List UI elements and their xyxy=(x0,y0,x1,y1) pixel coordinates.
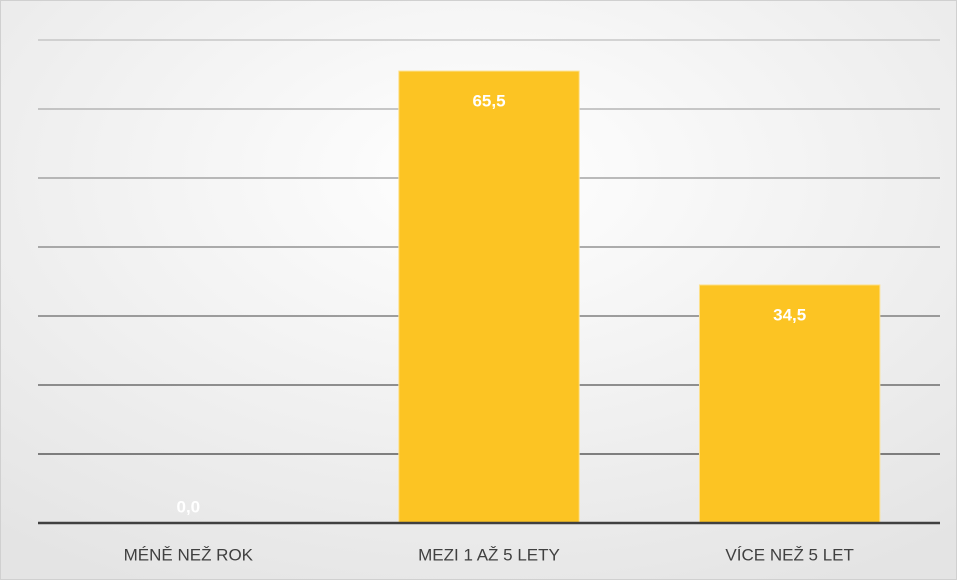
x-tick-label: VÍCE NEŽ 5 LET xyxy=(725,545,853,564)
bar xyxy=(698,284,881,524)
data-label: 0,0 xyxy=(177,497,201,516)
data-label: 65,5 xyxy=(472,92,505,111)
data-label: 34,5 xyxy=(773,305,806,324)
x-tick-label: MÉNĚ NEŽ ROK xyxy=(124,545,254,564)
bar xyxy=(398,70,580,524)
x-tick-label: MEZI 1 AŽ 5 LETY xyxy=(418,545,560,564)
